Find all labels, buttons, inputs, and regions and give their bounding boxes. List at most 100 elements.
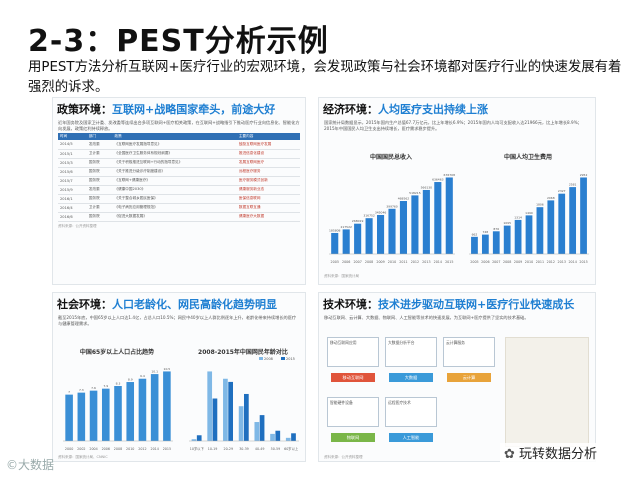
bar: [244, 393, 249, 441]
social-source: 资料来源：国家统计局、CNNIC: [58, 455, 108, 459]
social-heading: 社会环境：人口老龄化、网民高龄化趋势明显: [53, 293, 305, 315]
tick-label: 40-49: [255, 447, 265, 451]
data-label: 217522: [340, 225, 352, 229]
data-label: 268019: [352, 219, 364, 223]
table-cell: 健康服务新业态: [236, 185, 300, 195]
tick-label: 2013: [422, 260, 430, 264]
tick-label: 2008: [114, 447, 122, 451]
table-cell: 2015/1: [58, 149, 87, 159]
table-cell: 《互联网医疗发展指导意见》: [112, 140, 237, 150]
tech-highlight: 技术进步驱动互联网+医疗行业快速成长: [378, 298, 575, 311]
bar: [492, 231, 500, 254]
watermark-left: ©大数据: [6, 456, 54, 473]
data-label: 1095: [503, 221, 511, 225]
table-cell: 2015/3: [58, 158, 87, 168]
social-panel: 社会环境：人口老龄化、网民高龄化趋势明显 截至2015年底，中国65岁以上人口达…: [52, 292, 306, 462]
bar: [65, 394, 73, 441]
table-cell: 发展互联网医疗: [236, 158, 300, 168]
bar: [191, 439, 197, 441]
data-label: 468562: [398, 197, 410, 201]
table-cell: 《促进大数据发展》: [112, 212, 237, 222]
bar: [285, 437, 291, 441]
economy-heading: 经济环境：人均医疗支出持续上涨: [319, 98, 595, 120]
tick-label: 2009: [376, 260, 384, 264]
tech-panel: 技术环境：技术进步驱动互联网+医疗行业快速成长 移动互联网、云计算、大数据、物联…: [318, 292, 596, 462]
tick-label: 2012: [411, 260, 419, 264]
data-label: 748: [482, 230, 488, 234]
table-cell: 发改委: [86, 140, 113, 150]
watermark-left-text: 大数据: [18, 458, 55, 472]
chart-title: 2008-2015年中国网民年龄对比: [198, 348, 288, 356]
tech-box-3: 云计算服务: [443, 337, 495, 367]
bar: [196, 435, 202, 441]
bar: [481, 234, 489, 254]
bar: [376, 214, 385, 254]
tick-label: 2014: [568, 260, 576, 264]
tick-label: 2010: [388, 260, 396, 264]
bar: [275, 430, 281, 441]
tech-box-2: 大数据分析平台: [385, 337, 437, 367]
tech-tag-2: 大数据: [389, 373, 433, 382]
tech-box-1: 移动互联网应用: [327, 337, 379, 367]
bar: [525, 215, 533, 254]
policy-label: 政策环境：: [57, 103, 112, 116]
tech-illustration: [505, 337, 589, 447]
table-cell: 2016/6: [58, 212, 87, 222]
bar: [259, 415, 265, 441]
table-row: 2015/7 国务院 《互联网+健康医疗》 医疗服务模式创新: [58, 176, 300, 186]
economy-highlight: 人均医疗支出持续上涨: [378, 103, 488, 116]
tick-label: 2015: [163, 447, 171, 451]
economy-label: 经济环境：: [323, 103, 378, 116]
data-label: 662: [472, 232, 478, 236]
bar: [223, 378, 228, 441]
tick-label: 2015: [579, 260, 587, 264]
bar: [471, 236, 478, 254]
bar: [547, 200, 555, 254]
table-cell: 国务院: [86, 167, 113, 177]
tick-label: 2011: [399, 260, 407, 264]
legend-label: 2015: [286, 357, 295, 361]
tick-label: 2006: [102, 447, 110, 451]
data-label: 1490: [525, 211, 533, 215]
bar: [445, 177, 453, 254]
table-cell: 2015/9: [58, 185, 87, 195]
policy-col-header: 时间: [58, 133, 87, 141]
table-cell: 《电子病历应用管理规范》: [112, 203, 237, 213]
table-row: 2016/4 卫计委 《电子病历应用管理规范》 数据互联互通: [58, 203, 300, 213]
tick-label: 10岁以下: [190, 446, 205, 451]
social-body: 截至2015年底，中国65岁以上人口达1.4亿，占总人口10.5%；网民中40岁…: [58, 315, 297, 326]
table-cell: 医保信息联网: [236, 194, 300, 204]
tick-label: 2007: [353, 260, 361, 264]
table-row: 2015/3 国务院 《关于积极推进互联网+行动的指导意见》 发展互联网医疗: [58, 158, 300, 168]
table-cell: 推进信息化建设: [236, 149, 300, 159]
policy-highlight: 互联网+战略国家牵头，前途大好: [112, 103, 276, 116]
watermark-right: ✿ 玩转数据分析: [500, 443, 602, 462]
bar: [388, 208, 396, 254]
policy-table-wrap: 时间 部门 政策 主要内容 2014/5 发改委 《互联网医疗发展指导意见》 鼓励互联网医疗…: [53, 133, 305, 222]
bar: [150, 374, 159, 441]
tick-label: 2010: [525, 260, 533, 264]
table-cell: 健康医疗大数据: [236, 212, 300, 222]
table-row: 2014/5 发改委 《互联网医疗发展指导意见》 鼓励互联网医疗发展: [58, 140, 300, 150]
tick-label: 20-29: [223, 447, 233, 451]
tech-tag-3: 云计算: [447, 373, 491, 382]
table-cell: 2016/4: [58, 203, 87, 213]
table-row: 2016/6 国务院 《促进大数据发展》 健康医疗大数据: [58, 212, 300, 222]
policy-table: 时间 部门 政策 主要内容 2014/5 发改委 《互联网医疗发展指导意见》 鼓励互联网医疗…: [58, 133, 300, 222]
tick-label: 2006: [342, 260, 350, 264]
economy-body: 国家统计局数据显示，2015年国内生产总值67.7万亿元，比上年增长6.9%；2…: [324, 120, 582, 131]
bar: [291, 433, 296, 441]
tick-label: 2010: [126, 447, 134, 451]
bar: [434, 182, 442, 254]
table-cell: 2014/5: [58, 140, 87, 150]
bar: [101, 388, 110, 441]
data-label: 876: [493, 227, 499, 231]
bar: [503, 225, 511, 254]
tick-label: 2012: [138, 447, 146, 451]
table-row: 2015/1 卫计委 《全国医疗卫生服务体系规划纲要》 推进信息化建设: [58, 149, 300, 159]
bar: [342, 229, 350, 254]
table-cell: 鼓励互联网医疗发展: [236, 140, 300, 150]
policy-panel: 政策环境：互联网+战略国家牵头，前途大好 近年国务院及国家卫计委、发改委等连续出…: [52, 97, 306, 285]
data-label: 8.3: [116, 382, 121, 386]
